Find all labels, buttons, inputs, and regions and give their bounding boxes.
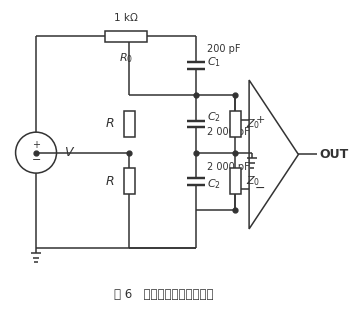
Text: $Z_0$: $Z_0$ [246, 175, 260, 188]
Text: $V$: $V$ [64, 146, 75, 159]
Text: 200 pF: 200 pF [207, 44, 241, 54]
Text: $Z_0$: $Z_0$ [246, 117, 260, 131]
Text: $R$: $R$ [105, 117, 114, 130]
Bar [124, 168, 135, 194]
Text: +: + [32, 140, 40, 150]
Bar [124, 111, 135, 137]
Bar [105, 31, 147, 42]
Bar [230, 111, 241, 137]
Bar [230, 168, 241, 194]
Text: 2 000 pF: 2 000 pF [207, 162, 250, 172]
Text: −: − [255, 182, 266, 195]
Text: $C_2$: $C_2$ [207, 110, 221, 124]
Text: $R$: $R$ [105, 175, 114, 188]
Text: $R_0$: $R_0$ [119, 51, 133, 65]
Text: $C_2$: $C_2$ [207, 177, 221, 191]
Text: +: + [256, 115, 265, 125]
Text: 2 000 pF: 2 000 pF [207, 127, 250, 137]
Text: −: − [32, 155, 41, 165]
Text: 1 kΩ: 1 kΩ [114, 13, 138, 23]
Text: OUT: OUT [320, 148, 349, 161]
Text: $C_1$: $C_1$ [207, 55, 221, 69]
Text: 图 6   附加激励的实际原理图: 图 6 附加激励的实际原理图 [114, 288, 213, 300]
